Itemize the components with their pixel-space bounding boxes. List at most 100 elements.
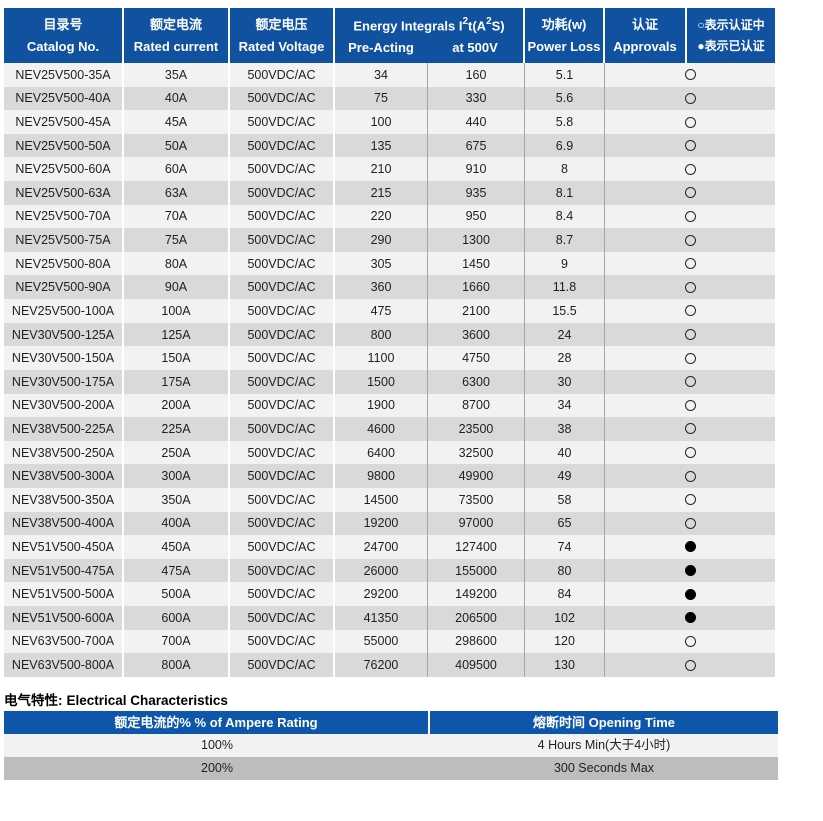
approval-approved-icon (684, 541, 696, 553)
approval-pending-icon (684, 470, 696, 482)
at-500v-cell: 155000 (428, 558, 525, 583)
rated-voltage-cell: 500VDC/AC (230, 181, 335, 205)
catalog-cell: NEV25V500-60A (4, 157, 124, 182)
at-500v-cell: 160 (428, 63, 525, 87)
rated-current-cell: 125A (124, 322, 230, 347)
power-loss-cell: 74 (525, 535, 605, 559)
rated-voltage-cell: 500VDC/AC (230, 346, 335, 370)
catalog-cell: NEV38V500-300A (4, 464, 124, 488)
spec-row: NEV25V500-50A 50A 500VDC/AC 135 675 6.9 (4, 133, 775, 158)
spec-row: NEV38V500-250A 250A 500VDC/AC 6400 32500 40 (4, 440, 775, 465)
rated-voltage-cell: 500VDC/AC (230, 511, 335, 536)
rated-current-cell: 600A (124, 606, 230, 630)
rated-current-cell: 80A (124, 251, 230, 276)
rated-current-cell: 700A (124, 629, 230, 654)
spec-row: NEV25V500-100A 100A 500VDC/AC 475 2100 15.5 (4, 299, 775, 323)
approval-cell (605, 440, 775, 465)
energy-integrals-title: Energy Integrals I2t(A2S) (353, 15, 505, 34)
power-loss-cell: 84 (525, 582, 605, 607)
approval-pending-icon (684, 399, 696, 411)
pre-acting-cell: 76200 (335, 653, 428, 677)
approval-pending-icon (684, 329, 696, 340)
catalog-cell: NEV51V500-600A (4, 606, 124, 630)
approval-pending-icon (684, 163, 696, 175)
catalog-cell: NEV30V500-125A (4, 322, 124, 347)
header-ampere-rating: 额定电流的% % of Ampere Rating (4, 711, 430, 734)
spec-row: NEV38V500-225A 225A 500VDC/AC 4600 23500 38 (4, 417, 775, 441)
spec-row: NEV25V500-40A 40A 500VDC/AC 75 330 5.6 (4, 86, 775, 111)
approval-cell (605, 606, 775, 630)
at-500v-cell: 1300 (428, 228, 525, 252)
catalog-cell: NEV30V500-150A (4, 346, 124, 370)
rated-current-cell: 150A (124, 346, 230, 370)
approval-approved-icon (684, 612, 696, 624)
catalog-cell: NEV51V500-500A (4, 582, 124, 607)
power-loss-cell: 120 (525, 629, 605, 654)
rated-voltage-cell: 500VDC/AC (230, 110, 335, 134)
catalog-cell: NEV25V500-35A (4, 63, 124, 87)
opening-time-cell: 4 Hours Min(大于4小时) (537, 738, 671, 752)
approval-pending-icon (684, 92, 696, 104)
catalog-cell: NEV38V500-400A (4, 511, 124, 536)
header-rated-current-en: Rated current (133, 38, 219, 54)
power-loss-cell: 102 (525, 606, 605, 630)
at-500v-cell: 3600 (428, 322, 525, 347)
spec-row: NEV30V500-175A 175A 500VDC/AC 1500 6300 30 (4, 369, 775, 394)
header-energy-integrals-group: Energy Integrals I2t(A2S) Pre-Acting at … (335, 8, 525, 63)
rated-current-cell: 350A (124, 487, 230, 512)
power-loss-cell: 8.1 (525, 181, 605, 205)
power-loss-cell: 130 (525, 653, 605, 677)
rated-current-cell: 50A (124, 133, 230, 158)
spec-row: NEV30V500-125A 125A 500VDC/AC 800 3600 24 (4, 322, 775, 347)
header-pre-acting: Pre-Acting (348, 40, 414, 56)
at-500v-cell: 127400 (428, 535, 525, 559)
pre-acting-cell: 305 (335, 251, 428, 276)
spec-row: NEV51V500-475A 475A 500VDC/AC 26000 155000 80 (4, 558, 775, 583)
catalog-cell: NEV30V500-175A (4, 369, 124, 394)
characteristics-row: 200% 300 Seconds Max (4, 757, 778, 780)
header-rated-voltage-zh: 额定电压 (255, 16, 308, 32)
rated-current-cell: 90A (124, 275, 230, 300)
rated-current-cell: 40A (124, 86, 230, 111)
catalog-cell: NEV25V500-100A (4, 299, 124, 323)
rated-current-cell: 60A (124, 157, 230, 182)
power-loss-cell: 8.7 (525, 228, 605, 252)
rated-current-cell: 200A (124, 393, 230, 418)
rated-current-cell: 475A (124, 558, 230, 583)
spec-row: NEV51V500-600A 600A 500VDC/AC 41350 206500 10… (4, 606, 775, 630)
approval-cell (605, 582, 775, 607)
characteristics-table-body: 100% 4 Hours Min(大于4小时) 200% 300 Seconds Ma… (4, 734, 778, 780)
rated-current-cell: 35A (124, 63, 230, 87)
at-500v-cell: 950 (428, 204, 525, 229)
power-loss-cell: 5.8 (525, 110, 605, 134)
pre-acting-cell: 135 (335, 133, 428, 158)
approval-cell (605, 204, 775, 229)
pre-acting-cell: 1500 (335, 369, 428, 394)
rated-voltage-cell: 500VDC/AC (230, 299, 335, 323)
approval-approved-icon (684, 588, 696, 600)
catalog-cell: NEV63V500-800A (4, 653, 124, 677)
rated-voltage-cell: 500VDC/AC (230, 157, 335, 182)
approval-pending-icon (684, 281, 696, 293)
at-500v-cell: 675 (428, 133, 525, 158)
rated-voltage-cell: 500VDC/AC (230, 464, 335, 488)
at-500v-cell: 1450 (428, 251, 525, 276)
power-loss-cell: 8 (525, 157, 605, 182)
pre-acting-cell: 24700 (335, 535, 428, 559)
rated-voltage-cell: 500VDC/AC (230, 393, 335, 418)
approval-cell (605, 228, 775, 252)
header-rated-voltage: 额定电压 Rated Voltage (230, 8, 335, 63)
rated-voltage-cell: 500VDC/AC (230, 369, 335, 394)
power-loss-cell: 58 (525, 487, 605, 512)
power-loss-cell: 5.1 (525, 63, 605, 87)
power-loss-cell: 5.6 (525, 86, 605, 111)
rated-current-cell: 225A (124, 417, 230, 441)
rated-voltage-cell: 500VDC/AC (230, 133, 335, 158)
opening-time-cell: 300 Seconds Max (553, 761, 655, 775)
approval-pending-icon (684, 69, 696, 81)
approval-pending-icon (684, 447, 696, 459)
catalog-cell: NEV25V500-40A (4, 86, 124, 111)
pre-acting-cell: 41350 (335, 606, 428, 630)
header-approvals-en: Approvals (613, 38, 677, 54)
at-500v-cell: 935 (428, 181, 525, 205)
